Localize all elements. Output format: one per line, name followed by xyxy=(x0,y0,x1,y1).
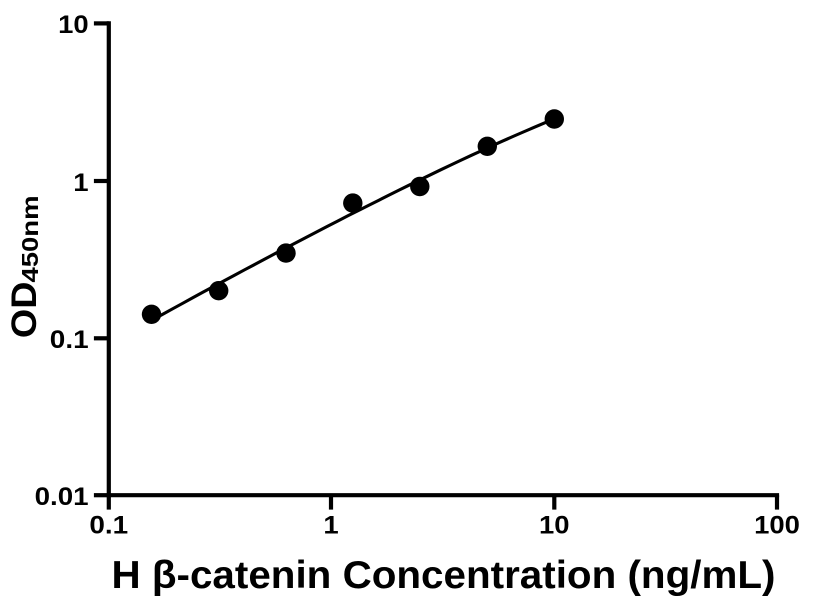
svg-text:OD450nm: OD450nm xyxy=(4,196,44,339)
svg-text:1: 1 xyxy=(323,511,338,539)
svg-text:H β-catenin Concentration (ng/: H β-catenin Concentration (ng/mL) xyxy=(112,554,776,597)
svg-text:0.01: 0.01 xyxy=(35,483,89,511)
svg-text:10: 10 xyxy=(58,11,89,39)
svg-text:10: 10 xyxy=(539,511,570,539)
svg-text:0.1: 0.1 xyxy=(89,511,128,539)
svg-text:100: 100 xyxy=(754,511,800,539)
svg-text:0.1: 0.1 xyxy=(50,326,89,354)
svg-text:1: 1 xyxy=(73,169,88,197)
